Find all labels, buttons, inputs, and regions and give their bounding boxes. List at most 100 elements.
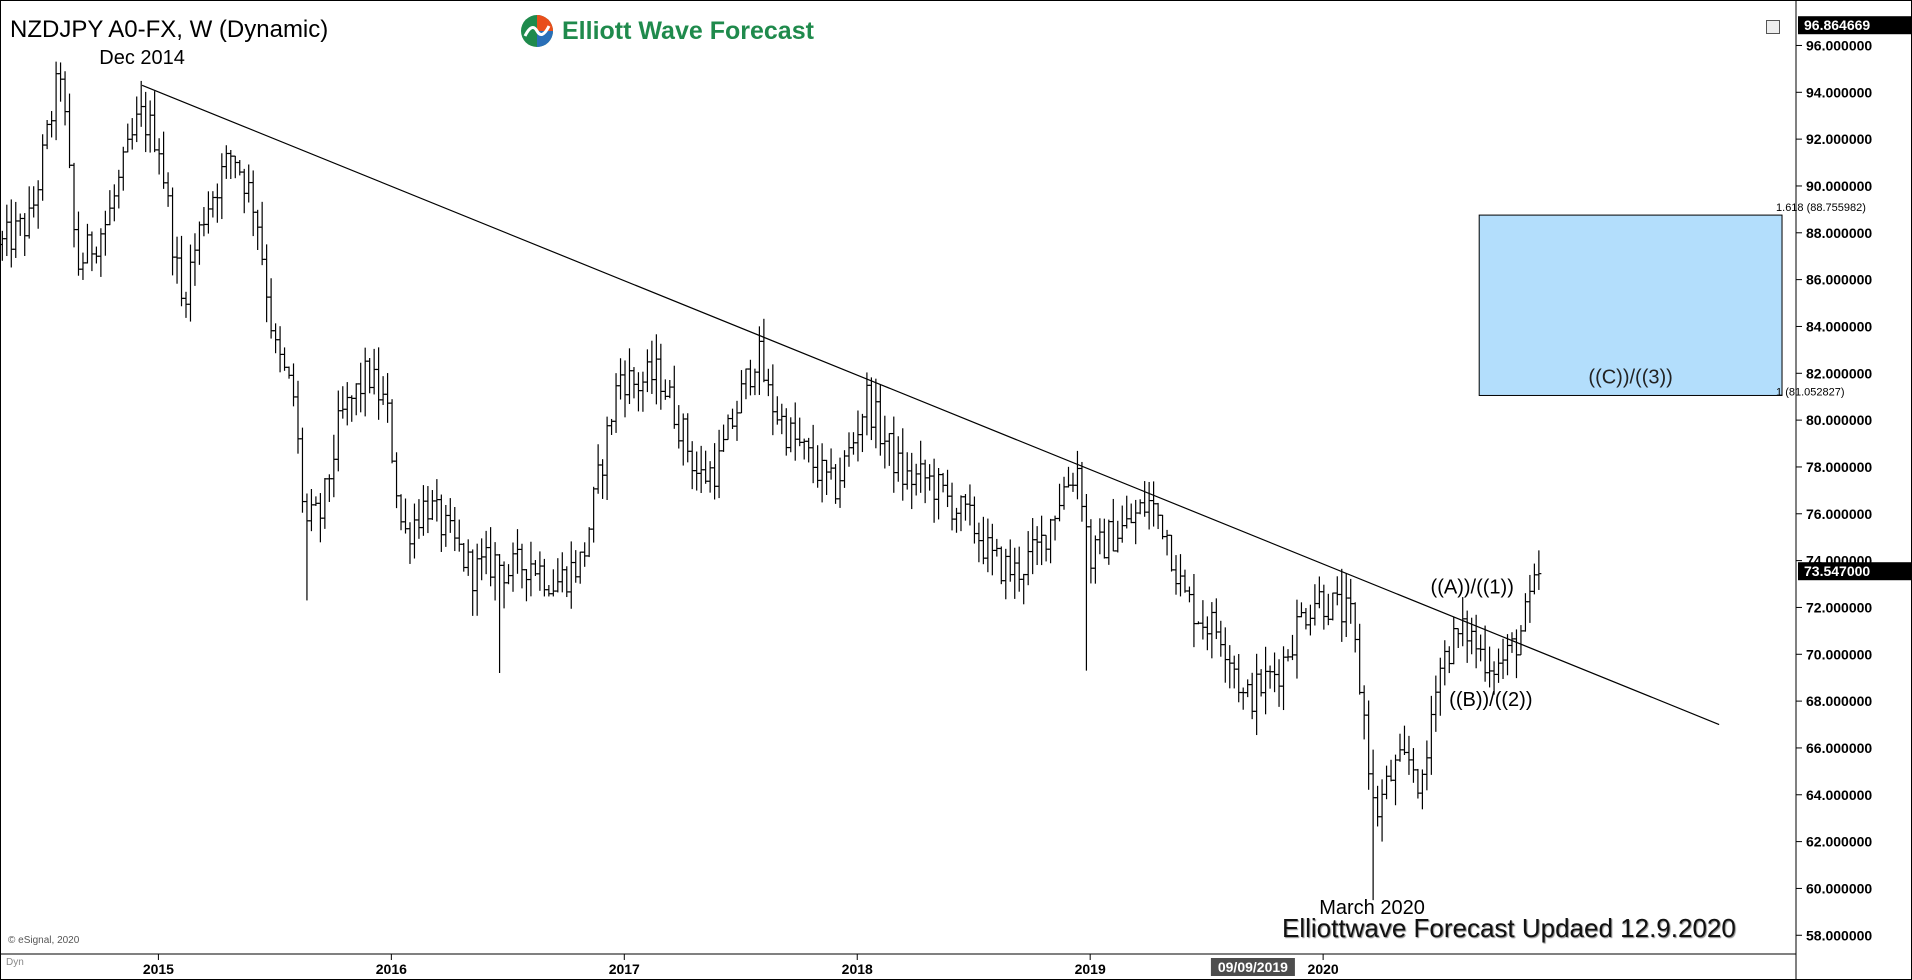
x-tick-label: 2017 (609, 961, 640, 977)
ohlc-bar (658, 343, 664, 410)
ohlc-bar (1052, 515, 1058, 541)
ohlc-bar (873, 378, 879, 449)
ohlc-bar (456, 519, 462, 552)
ohlc-bar (1164, 529, 1170, 556)
ohlc-bar (277, 326, 283, 373)
window-restore-icon[interactable] (1766, 20, 1780, 34)
ohlc-bar (89, 231, 95, 272)
fib-1618-label: 1.618 (88.755982) (1776, 202, 1866, 214)
ohlc-bar (649, 340, 655, 394)
ohlc-bar (1003, 548, 1009, 600)
ohlc-bar (340, 386, 346, 419)
ohlc-bar (4, 204, 10, 257)
y-tick-label: 58.000000 (1806, 927, 1872, 943)
ohlc-bar (537, 551, 543, 591)
ohlc-bar (694, 451, 700, 491)
ohlc-bar (810, 424, 816, 484)
ohlc-bar (1428, 695, 1434, 775)
ohlc-bar (846, 432, 852, 467)
ohlc-bar (313, 496, 319, 506)
ohlc-bar (1289, 634, 1295, 661)
ohlc-bar (815, 445, 821, 488)
ohlc-bar (479, 538, 485, 581)
ohlc-bar (703, 450, 709, 484)
ohlc-bar (488, 527, 494, 587)
ohlc-bar (205, 191, 211, 234)
ohlc-bar (335, 390, 341, 472)
ohlc-bar (958, 495, 964, 532)
ohlc-bar (156, 138, 162, 175)
ohlc-bar (1204, 616, 1210, 651)
ohlc-bar (129, 118, 135, 150)
ohlc-bar (434, 479, 440, 522)
ohlc-bar (246, 164, 252, 203)
ohlc-bar (183, 291, 189, 318)
ohlc-bar (761, 318, 767, 383)
ohlc-bar (259, 201, 265, 266)
ohlc-bar (40, 134, 46, 201)
y-tick-label: 60.000000 (1806, 880, 1872, 896)
ohlc-bar (550, 569, 556, 597)
ohlc-bar (398, 494, 404, 531)
ohlc-bar (237, 160, 243, 176)
ohlc-bar (1321, 584, 1327, 630)
ohlc-bar (765, 368, 771, 397)
ohlc-bar (1222, 627, 1228, 683)
y-tick-label: 70.000000 (1806, 646, 1872, 662)
dynamic-indicator: Dyn (6, 957, 24, 968)
ohlc-bar (1298, 602, 1304, 618)
ohlc-bar (416, 499, 422, 539)
ohlc-bar (1115, 520, 1121, 553)
ohlc-bar (1155, 502, 1161, 530)
ohlc-bar (1160, 514, 1166, 540)
ohlc-bar (349, 395, 355, 422)
ohlc-bar (111, 184, 117, 222)
ohlc-bar (1021, 573, 1027, 605)
ohlc-bar (344, 382, 350, 426)
ohlc-bar (1312, 584, 1318, 626)
ohlc-bar (725, 414, 731, 441)
ohlc-bar (582, 542, 588, 567)
ohlc-bar (555, 558, 561, 593)
ohlc-bar (568, 541, 574, 609)
ohlc-bar (909, 452, 915, 510)
ohlc-bar (622, 360, 628, 418)
ohlc-bar (770, 364, 776, 436)
ohlc-bar (1379, 779, 1385, 842)
ohlc-bar (747, 359, 753, 396)
ohlc-bar (1527, 574, 1533, 623)
ohlc-bar (241, 168, 247, 214)
ohlc-bar (904, 452, 910, 490)
ohlc-bar (474, 543, 480, 616)
ohlc-bar (998, 546, 1004, 585)
ohlc-bar (447, 498, 453, 533)
ohlc-bar (1415, 768, 1421, 799)
ohlc-bar (635, 372, 641, 412)
ohlc-bar (1128, 503, 1134, 524)
ohlc-bar (967, 484, 973, 526)
ohlc-bar (730, 408, 736, 429)
ohlc-bar (774, 396, 780, 425)
ohlc-bar (291, 363, 297, 407)
ohlc-bar (403, 498, 409, 534)
ohlc-bar (922, 459, 928, 504)
ohlc-bar (1083, 493, 1089, 671)
ohlc-bar (371, 348, 377, 395)
ohlc-bar (483, 530, 489, 575)
y-tick-label: 62.000000 (1806, 834, 1872, 850)
ohlc-bar (1316, 576, 1322, 609)
ohlc-bar (1254, 653, 1260, 736)
ohlc-bar (286, 366, 292, 379)
wave-annotation: Dec 2014 (99, 47, 185, 69)
ohlc-bar (541, 558, 547, 597)
ohlc-bar (201, 207, 207, 237)
ohlc-bar (927, 464, 933, 491)
ohlc-bar (13, 201, 19, 258)
ohlc-bar (712, 443, 718, 500)
ohlc-bar (1079, 461, 1085, 522)
ohlc-bar (600, 459, 606, 499)
ohlc-bar (819, 443, 825, 503)
ohlc-bar (268, 278, 274, 339)
ohlc-bar (528, 541, 534, 597)
